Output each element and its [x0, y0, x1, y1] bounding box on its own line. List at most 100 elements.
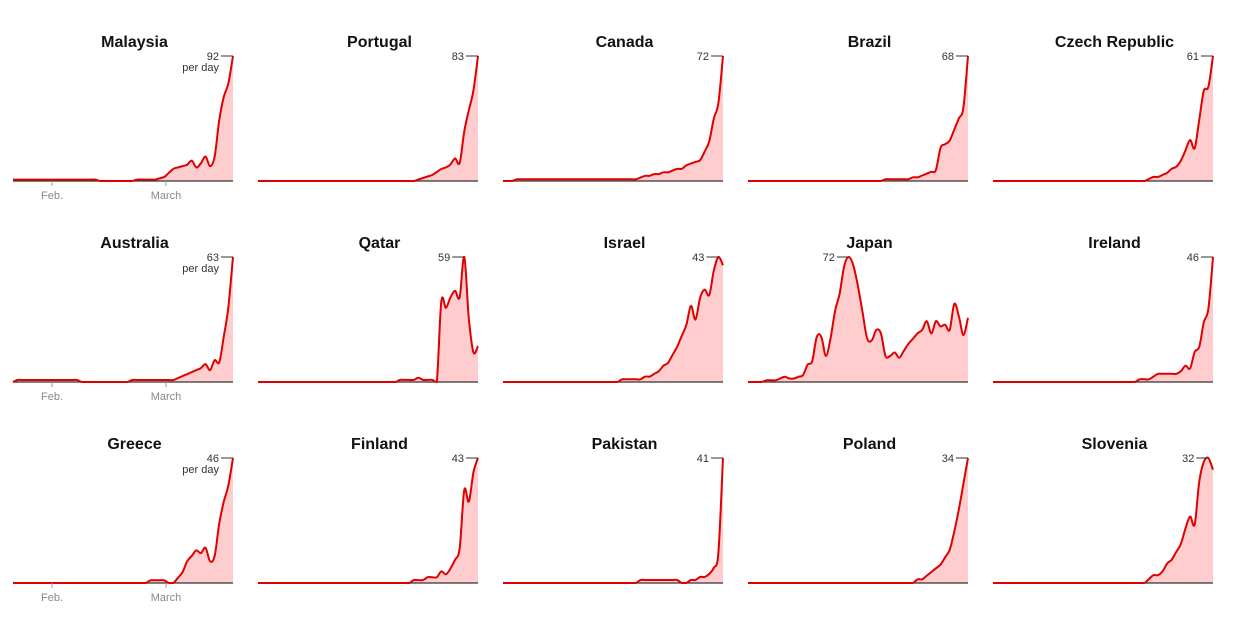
country-panel: Ireland 46 — [992, 211, 1237, 411]
panel-title: Portugal — [347, 34, 412, 51]
country-panel: Czech Republic 61 — [992, 10, 1237, 210]
country-panel: Brazil 68 — [747, 10, 992, 210]
panel-title: Israel — [603, 235, 646, 252]
series-area — [13, 458, 233, 583]
series-area — [258, 458, 478, 583]
country-panel: Greece 46 per day Feb. March — [12, 412, 257, 612]
series-area — [748, 257, 968, 382]
country-panel: Poland 34 — [747, 412, 992, 612]
unit-label: per day — [182, 263, 219, 275]
panel-chart: 32 — [992, 453, 1214, 584]
country-panel: Malaysia 92 per day Feb. March — [12, 10, 257, 210]
series-line — [992, 456, 1214, 584]
panel-chart: 59 — [257, 252, 479, 383]
peak-value-label: 72 — [697, 51, 709, 63]
series-line — [257, 255, 479, 383]
series-area — [993, 257, 1213, 382]
x-tick-label: Feb. — [41, 391, 63, 403]
panel-chart: 83 — [257, 51, 479, 183]
series-area — [13, 257, 233, 382]
panel-chart: 43 — [502, 252, 724, 383]
series-area — [258, 56, 478, 181]
panel-title: Qatar — [358, 235, 401, 252]
panel-title: Brazil — [847, 34, 892, 51]
series-area — [503, 256, 723, 382]
peak-value-label: 41 — [697, 453, 709, 465]
panel-title: Canada — [595, 34, 654, 51]
panel-chart: 41 — [502, 453, 724, 584]
series-line — [747, 256, 969, 383]
peak-value-label: 46 — [1187, 252, 1199, 264]
series-line — [12, 256, 234, 383]
unit-label: per day — [182, 464, 219, 476]
country-panel: Portugal 83 — [257, 10, 502, 210]
unit-label: per day — [182, 62, 219, 74]
series-line — [747, 55, 969, 183]
series-area — [993, 457, 1213, 583]
x-tick-label: Feb. — [41, 190, 63, 202]
panel-title: Finland — [351, 436, 408, 453]
series-area — [503, 56, 723, 181]
panel-chart: 43 — [257, 453, 479, 584]
country-panel: Slovenia 32 — [992, 412, 1237, 612]
peak-value-label: 68 — [942, 51, 954, 63]
peak-value-label: 32 — [1182, 453, 1194, 465]
panel-title: Australia — [100, 235, 169, 252]
x-tick-label: March — [151, 592, 182, 604]
peak-value-label: 92 — [207, 51, 219, 63]
panel-chart: 61 — [992, 51, 1214, 183]
panel-title: Slovenia — [1081, 436, 1148, 453]
panel-chart: 72 — [747, 252, 969, 383]
series-area — [748, 458, 968, 583]
peak-value-label: 43 — [692, 252, 704, 264]
panel-title: Greece — [107, 436, 162, 453]
country-panel: Finland 43 — [257, 412, 502, 612]
panel-title: Ireland — [1088, 235, 1141, 252]
series-line — [502, 255, 724, 383]
series-area — [993, 56, 1213, 181]
panel-chart: 72 — [502, 51, 724, 183]
panel-title: Pakistan — [591, 436, 658, 453]
series-line — [12, 457, 234, 584]
series-area — [258, 256, 478, 382]
country-panel: Israel 43 — [502, 211, 747, 411]
country-panel: Pakistan 41 — [502, 412, 747, 612]
series-line — [992, 55, 1214, 183]
country-panel: Australia 63 per day Feb. March — [12, 211, 257, 411]
series-area — [13, 56, 233, 181]
peak-value-label: 59 — [438, 252, 450, 264]
panel-title: Poland — [842, 436, 897, 453]
panel-chart: 46 — [992, 252, 1214, 383]
panel-title: Malaysia — [101, 34, 168, 51]
series-line — [502, 55, 724, 183]
country-panel: Qatar 59 — [257, 211, 502, 411]
series-line — [992, 256, 1214, 383]
x-tick-label: Feb. — [41, 592, 63, 604]
country-panel: Canada 72 — [502, 10, 747, 210]
peak-value-label: 46 — [207, 453, 219, 465]
series-line — [747, 457, 969, 584]
series-line — [502, 457, 724, 584]
series-area — [748, 56, 968, 181]
peak-value-label: 72 — [823, 252, 835, 264]
peak-value-label: 61 — [1187, 51, 1199, 63]
x-tick-label: March — [151, 190, 182, 202]
panel-title: Czech Republic — [1054, 34, 1175, 51]
series-line — [257, 55, 479, 183]
series-area — [503, 458, 723, 583]
series-line — [257, 457, 479, 584]
country-panel: Japan 72 — [747, 211, 992, 411]
panel-title: Japan — [846, 235, 893, 252]
panel-chart: 34 — [747, 453, 969, 584]
series-line — [12, 55, 234, 183]
peak-value-label: 63 — [207, 252, 219, 264]
peak-value-label: 34 — [942, 453, 954, 465]
peak-value-label: 43 — [452, 453, 464, 465]
panel-chart: 68 — [747, 51, 969, 183]
x-tick-label: March — [151, 391, 182, 403]
peak-value-label: 83 — [452, 51, 464, 63]
